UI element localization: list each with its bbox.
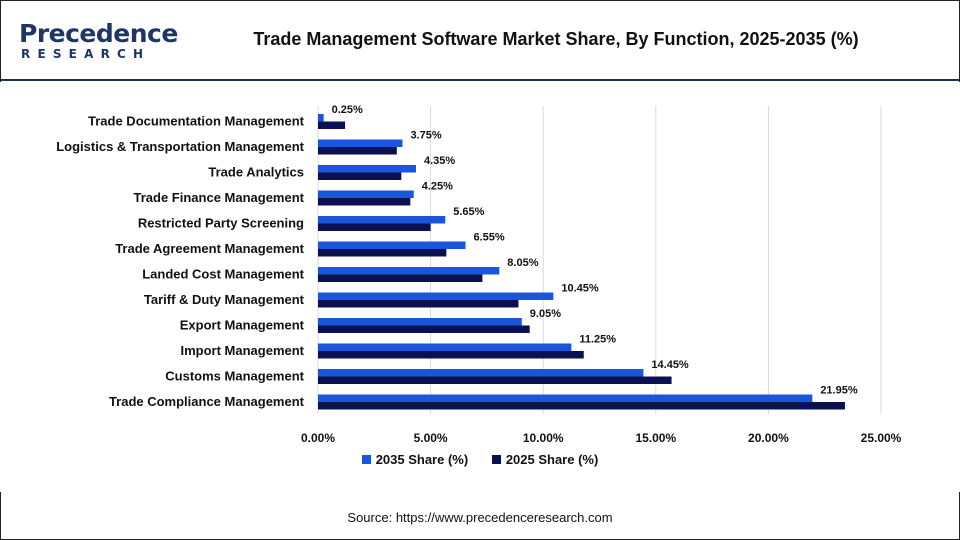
data-label-2035: 8.05% <box>507 257 538 269</box>
legend-swatch-2035 <box>361 455 371 464</box>
legend-item-2025: 2025 Share (%) <box>491 452 599 467</box>
x-tick-label: 10.00% <box>523 431 564 445</box>
category-label: Trade Documentation Management <box>88 114 305 129</box>
source-note: Source: https://www.precedenceresearch.c… <box>347 510 613 525</box>
bar-2035 <box>318 165 416 173</box>
category-label: Trade Finance Management <box>134 190 305 205</box>
bar-2035 <box>318 394 813 402</box>
legend-item-2035: 2035 Share (%) <box>361 452 469 467</box>
category-label: Export Management <box>180 318 305 333</box>
data-label-2035: 9.05% <box>530 308 561 320</box>
logo-subtext: RESEARCH <box>21 47 151 61</box>
data-label-2035: 11.25% <box>579 334 616 346</box>
chart-area: 0.00% 5.00% 10.00% 15.00% 20.00% 25.00% Trade … <box>0 82 960 492</box>
bar-2025 <box>318 325 530 333</box>
bar-2035 <box>318 343 572 351</box>
data-label-2035: 14.45% <box>651 359 689 371</box>
data-label-2035: 5.65% <box>453 206 484 218</box>
data-label-2035: 21.95% <box>820 385 858 397</box>
bar-2025 <box>318 121 346 129</box>
legend-swatch-2025 <box>491 455 501 464</box>
category-label: Tariff & Duty Management <box>144 292 305 307</box>
logo-wordmark: Precedence <box>19 19 178 48</box>
data-label-2035: 0.25% <box>332 104 363 116</box>
bar-2035 <box>318 190 414 198</box>
category-label: Customs Management <box>165 369 304 384</box>
category-label: Trade Compliance Management <box>109 394 305 409</box>
x-tick-label: 25.00% <box>861 431 902 445</box>
bar-chart: 0.00% 5.00% 10.00% 15.00% 20.00% 25.00% Trade … <box>56 104 902 445</box>
bar-2025 <box>318 300 519 308</box>
bar-2035 <box>318 241 466 249</box>
legend-label-2035: 2035 Share (%) <box>375 452 469 467</box>
data-label-2035: 6.55% <box>474 232 505 244</box>
bar-2035 <box>318 369 644 377</box>
bar-2025 <box>318 249 447 257</box>
category-label: Import Management <box>180 343 304 358</box>
category-label: Trade Analytics <box>208 165 304 180</box>
category-label: Trade Agreement Management <box>115 241 304 256</box>
x-tick-label: 15.00% <box>635 431 676 445</box>
bar-2035 <box>318 267 500 275</box>
category-label: Landed Cost Management <box>142 267 304 282</box>
data-label-2035: 10.45% <box>561 283 599 295</box>
bar-2025 <box>318 376 672 384</box>
bar-2035 <box>318 292 554 300</box>
header: Precedence RESEARCH Trade Management Sof… <box>1 1 959 81</box>
data-label-2035: 4.35% <box>424 155 455 167</box>
category-label: Logistics & Transportation Management <box>56 139 304 154</box>
bar-2025 <box>318 172 402 180</box>
x-tick-label: 20.00% <box>748 431 789 445</box>
bar-2025 <box>318 351 584 359</box>
data-label-2035: 3.75% <box>410 130 441 142</box>
bar-2035 <box>318 216 446 224</box>
brand-logo: Precedence RESEARCH <box>19 19 178 63</box>
bar-2025 <box>318 402 845 410</box>
x-tick-label: 0.00% <box>301 431 335 445</box>
bar-2025 <box>318 274 483 282</box>
bar-2035 <box>318 114 324 122</box>
bar-2025 <box>318 147 397 155</box>
legend-label-2025: 2025 Share (%) <box>505 452 599 467</box>
chart-title: Trade Management Software Market Share, … <box>253 29 859 49</box>
category-label: Restricted Party Screening <box>138 216 304 231</box>
legend: 2035 Share (%) 2025 Share (%) <box>0 452 960 467</box>
bar-2025 <box>318 223 431 231</box>
bar-2025 <box>318 198 411 206</box>
bar-2035 <box>318 318 522 326</box>
bar-2035 <box>318 139 403 147</box>
x-tick-label: 5.00% <box>414 431 448 445</box>
data-label-2035: 4.25% <box>422 181 453 193</box>
